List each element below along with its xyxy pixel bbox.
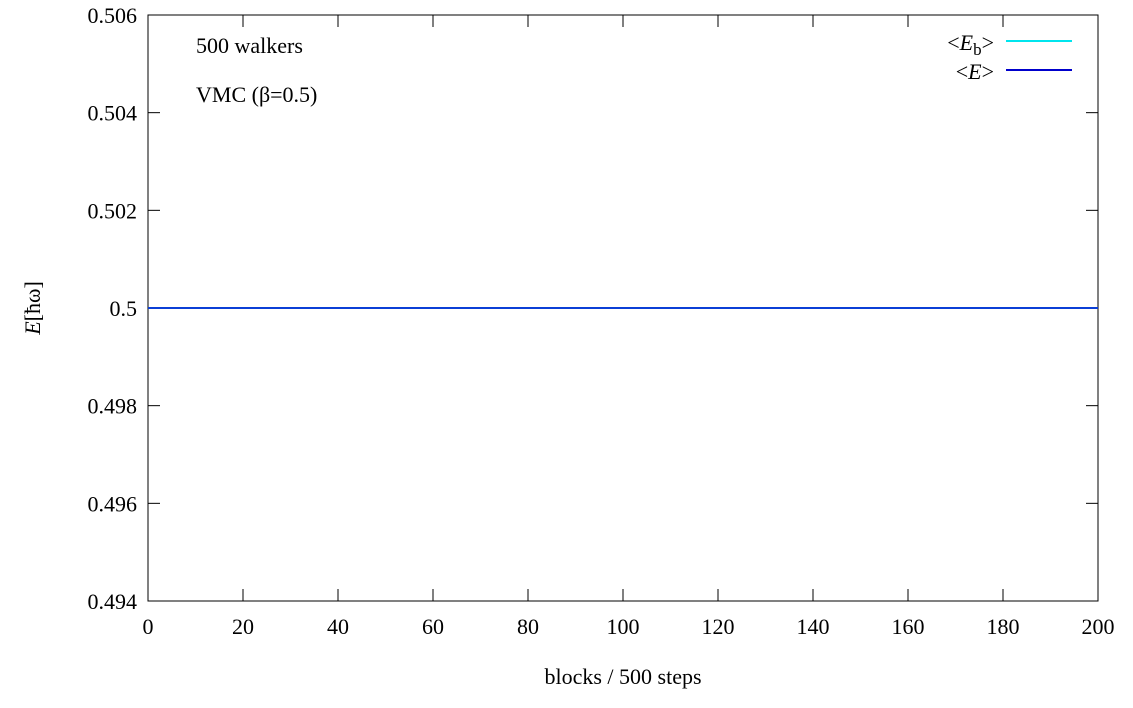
x-tick-label: 100	[607, 614, 640, 639]
x-tick-label: 40	[327, 614, 349, 639]
x-tick-label: 200	[1082, 614, 1115, 639]
y-axis-label: E[ħω]	[20, 281, 45, 336]
x-tick-label: 0	[143, 614, 154, 639]
y-tick-labels: 0.494 0.496 0.498 0.5 0.502 0.504 0.506	[88, 3, 138, 614]
y-tick-label: 0.498	[88, 394, 138, 419]
y-axis-label-symbol: E	[20, 321, 45, 336]
legend-e-symbol: E	[967, 59, 982, 84]
annotation-method: VMC (β=0.5)	[196, 82, 317, 107]
y-tick-label: 0.506	[88, 3, 138, 28]
legend-e-lt: <	[956, 59, 968, 84]
x-tick-label: 60	[422, 614, 444, 639]
x-tick-label: 180	[987, 614, 1020, 639]
legend-eb-gt: >	[982, 30, 994, 55]
legend-label-e: <E>	[956, 59, 994, 84]
y-tick-label: 0.504	[88, 101, 138, 126]
legend-eb-sub: b	[973, 40, 982, 59]
y-tick-label: 0.494	[88, 589, 138, 614]
tick-marks	[147, 14, 1099, 602]
legend-e-gt: >	[982, 59, 994, 84]
legend: <Eb> <E>	[947, 30, 1072, 84]
legend-eb-lt: <	[947, 30, 959, 55]
x-tick-label: 120	[702, 614, 735, 639]
x-tick-label: 160	[892, 614, 925, 639]
x-tick-labels: 0 20 40 60 80 100 120 140 160 180 200	[143, 614, 1115, 639]
x-tick-label: 20	[232, 614, 254, 639]
x-tick-label: 80	[517, 614, 539, 639]
legend-label-eb: <Eb>	[947, 30, 994, 59]
y-tick-label: 0.502	[88, 198, 138, 223]
y-tick-label: 0.496	[88, 491, 138, 516]
y-tick-label: 0.5	[110, 296, 138, 321]
legend-eb-symbol: E	[959, 30, 974, 55]
x-axis-label: blocks / 500 steps	[544, 664, 701, 689]
y-axis-label-unit: [ħω]	[20, 281, 45, 321]
x-tick-label: 140	[797, 614, 830, 639]
annotation-walkers: 500 walkers	[196, 33, 303, 58]
